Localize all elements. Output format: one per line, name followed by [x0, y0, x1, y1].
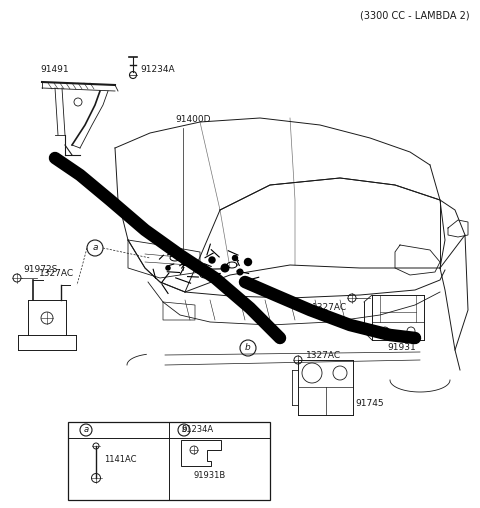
Circle shape	[221, 264, 229, 272]
Text: 1327AC: 1327AC	[312, 303, 347, 312]
Text: 91234A: 91234A	[140, 66, 175, 75]
Text: 1327AC: 1327AC	[306, 352, 341, 361]
Circle shape	[232, 256, 238, 261]
Text: 91400D: 91400D	[175, 115, 211, 124]
Circle shape	[244, 259, 252, 266]
Circle shape	[237, 269, 243, 275]
Text: 1327AC: 1327AC	[39, 270, 74, 278]
Text: a: a	[84, 426, 89, 434]
Text: b: b	[245, 343, 251, 353]
Text: 91745: 91745	[355, 398, 384, 407]
Bar	[68, 422, 270, 500]
Text: 91931: 91931	[387, 343, 416, 353]
Circle shape	[166, 266, 170, 270]
Text: 1141AC: 1141AC	[104, 456, 136, 464]
Text: a: a	[92, 243, 98, 252]
Text: 91972S: 91972S	[23, 266, 58, 274]
Circle shape	[209, 257, 215, 263]
Text: 91931B: 91931B	[194, 471, 226, 481]
Text: (3300 CC - LAMBDA 2): (3300 CC - LAMBDA 2)	[360, 10, 470, 20]
Circle shape	[182, 259, 188, 265]
Circle shape	[195, 267, 201, 273]
Text: 91234A: 91234A	[181, 426, 213, 434]
Text: b: b	[181, 426, 187, 434]
Text: 91491: 91491	[40, 66, 69, 75]
